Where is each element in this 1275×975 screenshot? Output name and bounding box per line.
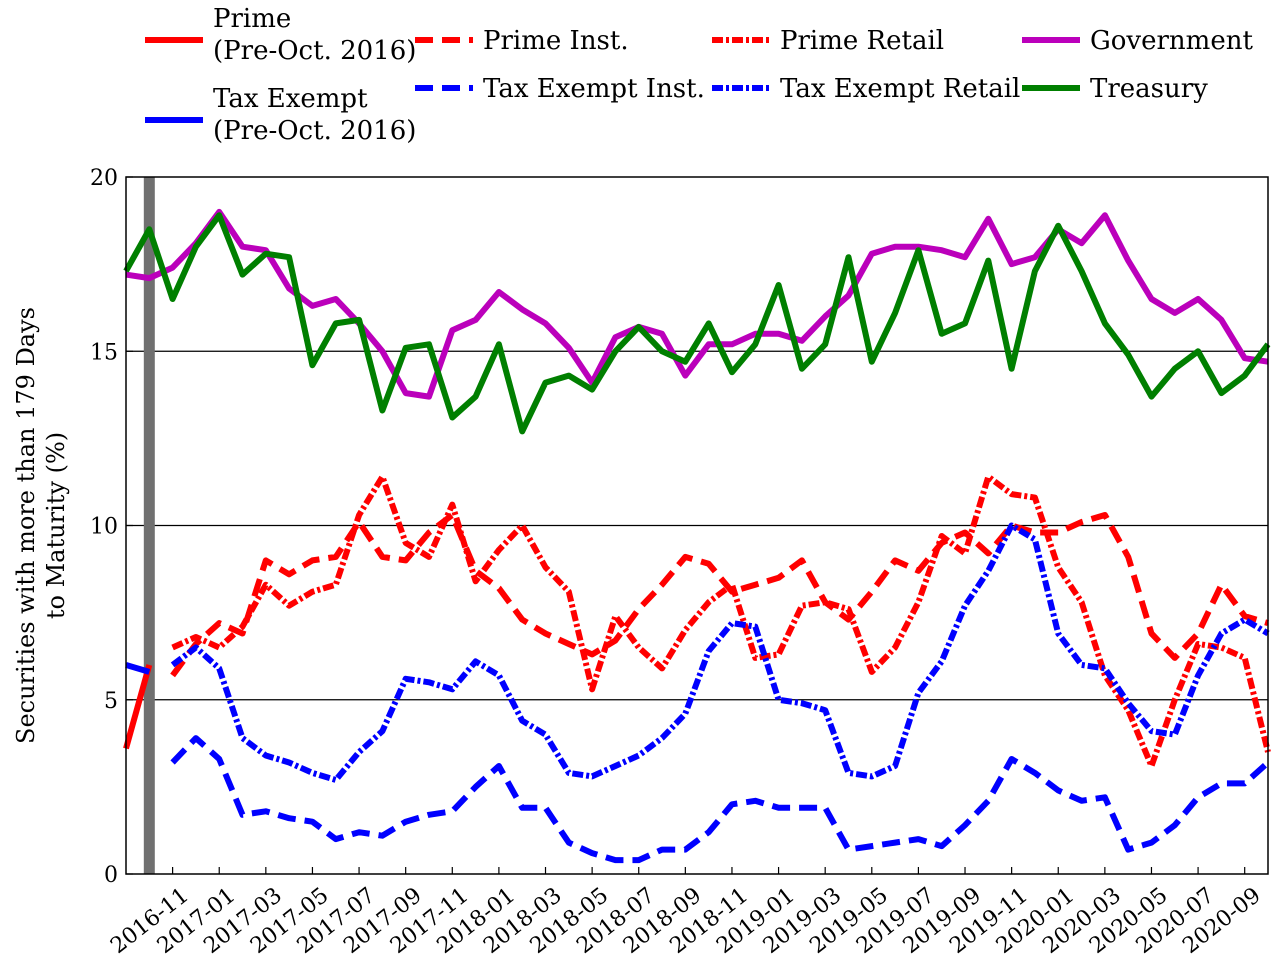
series-line-government — [125, 208, 1269, 400]
series-line-prime-inst- — [170, 512, 1269, 678]
legend: Prime(Pre-Oct. 2016)Tax Exempt(Pre-Oct. … — [145, 4, 1253, 146]
series-line-prime — [123, 664, 153, 750]
legend-label: Tax Exempt Inst. — [483, 74, 705, 104]
legend-label: Treasury — [1090, 74, 1208, 104]
y-axis-label-line-2: to Maturity (%) — [42, 432, 70, 619]
legend-label: Government — [1090, 26, 1253, 56]
y-tick-label: 10 — [90, 515, 118, 540]
y-tick-label: 20 — [90, 166, 118, 191]
y-tick-label: 15 — [90, 340, 118, 365]
series-line-tax-exempt-retail — [170, 522, 1270, 783]
series-line-treasury — [123, 212, 1271, 435]
series-layer — [123, 208, 1271, 864]
legend-label: Prime Inst. — [483, 26, 629, 56]
y-axis-label-line-1: Securities with more than 179 Days — [12, 307, 40, 744]
series-line-tax-exempt — [125, 662, 151, 675]
x-axis: 2016-112017-012017-032017-052017-072017-… — [106, 867, 1266, 959]
legend-label-line-2: (Pre-Oct. 2016) — [213, 116, 416, 146]
series-line-prime-retail — [171, 473, 1271, 769]
y-tick-label: 5 — [104, 689, 118, 714]
legend-label: Tax Exempt — [213, 84, 368, 114]
y-tick-label: 0 — [104, 863, 118, 888]
legend-label: Prime — [213, 4, 291, 34]
series-line-tax-exempt-inst- — [170, 735, 1271, 864]
y-axis: 0 5 10 15 20 — [90, 166, 133, 888]
legend-label: Prime Retail — [780, 26, 944, 56]
legend-label: Tax Exempt Retail — [780, 74, 1020, 104]
legend-label-line-2: (Pre-Oct. 2016) — [213, 36, 416, 66]
